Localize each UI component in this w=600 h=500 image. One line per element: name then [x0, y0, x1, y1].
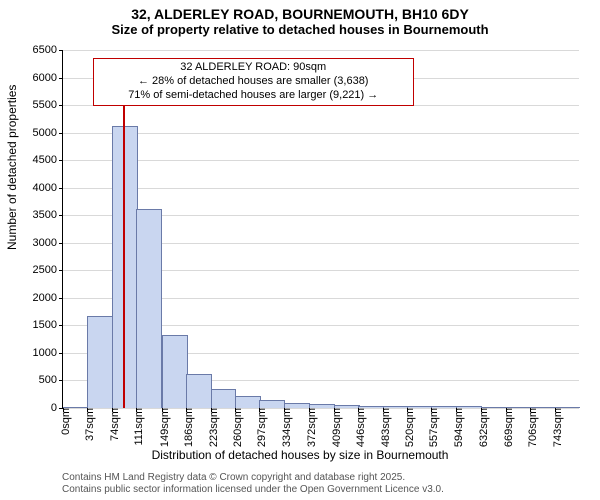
histogram-bar — [211, 389, 237, 408]
annotation-line: ← 28% of detached houses are smaller (3,… — [98, 75, 409, 89]
grid-line — [63, 160, 579, 161]
x-tick-label: 594sqm — [447, 408, 465, 447]
x-tick-label: 334sqm — [275, 408, 293, 447]
chart-title-sub: Size of property relative to detached ho… — [0, 22, 600, 37]
x-tick-label: 706sqm — [521, 408, 539, 447]
histogram-bar — [259, 400, 285, 408]
histogram-bar — [112, 126, 138, 408]
y-tick-label: 2000 — [33, 292, 63, 304]
grid-line — [63, 133, 579, 134]
chart-title-main: 32, ALDERLEY ROAD, BOURNEMOUTH, BH10 6DY — [0, 0, 600, 22]
x-tick-label: 669sqm — [497, 408, 515, 447]
y-axis-label: Number of detached properties — [5, 85, 19, 250]
footer-line-1: Contains HM Land Registry data © Crown c… — [62, 472, 444, 484]
x-tick-label: 74sqm — [103, 408, 121, 441]
x-tick-label: 743sqm — [546, 408, 564, 447]
histogram-bar — [136, 209, 162, 408]
y-tick-label: 2500 — [33, 264, 63, 276]
footer-note: Contains HM Land Registry data © Crown c… — [62, 472, 444, 496]
x-tick-label: 409sqm — [325, 408, 343, 447]
x-tick-label: 111sqm — [127, 408, 145, 446]
x-tick-label: 446sqm — [349, 408, 367, 447]
x-tick-label: 149sqm — [153, 408, 171, 447]
histogram-bar — [186, 374, 212, 408]
x-tick-label: 0sqm — [54, 408, 72, 435]
chart-container: 32, ALDERLEY ROAD, BOURNEMOUTH, BH10 6DY… — [0, 0, 600, 500]
x-tick-label: 186sqm — [177, 408, 195, 447]
plot-area: 0500100015002000250030003500400045005000… — [62, 50, 579, 409]
y-tick-label: 1000 — [33, 347, 63, 359]
histogram-bar — [235, 396, 261, 408]
annotation-line: 71% of semi-detached houses are larger (… — [98, 89, 409, 103]
grid-line — [63, 50, 579, 51]
x-axis-label: Distribution of detached houses by size … — [0, 448, 600, 462]
histogram-bar — [162, 335, 188, 408]
y-tick-label: 4000 — [33, 182, 63, 194]
x-tick-label: 632sqm — [472, 408, 490, 447]
annotation-box: 32 ALDERLEY ROAD: 90sqm← 28% of detached… — [93, 58, 414, 105]
y-tick-label: 5500 — [33, 99, 63, 111]
y-tick-label: 1500 — [33, 319, 63, 331]
x-tick-label: 372sqm — [300, 408, 318, 447]
y-tick-label: 3500 — [33, 209, 63, 221]
x-tick-label: 37sqm — [78, 408, 96, 441]
y-tick-label: 500 — [39, 374, 63, 386]
x-tick-label: 223sqm — [202, 408, 220, 447]
x-tick-label: 483sqm — [374, 408, 392, 447]
x-tick-label: 260sqm — [226, 408, 244, 447]
y-tick-label: 5000 — [33, 127, 63, 139]
x-tick-label: 297sqm — [250, 408, 268, 447]
footer-line-2: Contains public sector information licen… — [62, 484, 444, 496]
grid-line — [63, 188, 579, 189]
x-tick-label: 520sqm — [398, 408, 416, 447]
reference-line — [123, 86, 125, 408]
y-tick-label: 6500 — [33, 44, 63, 56]
x-tick-label: 557sqm — [422, 408, 440, 447]
histogram-bar — [87, 316, 113, 408]
y-tick-label: 3000 — [33, 237, 63, 249]
y-tick-label: 4500 — [33, 154, 63, 166]
annotation-line: 32 ALDERLEY ROAD: 90sqm — [98, 61, 409, 75]
y-tick-label: 6000 — [33, 72, 63, 84]
